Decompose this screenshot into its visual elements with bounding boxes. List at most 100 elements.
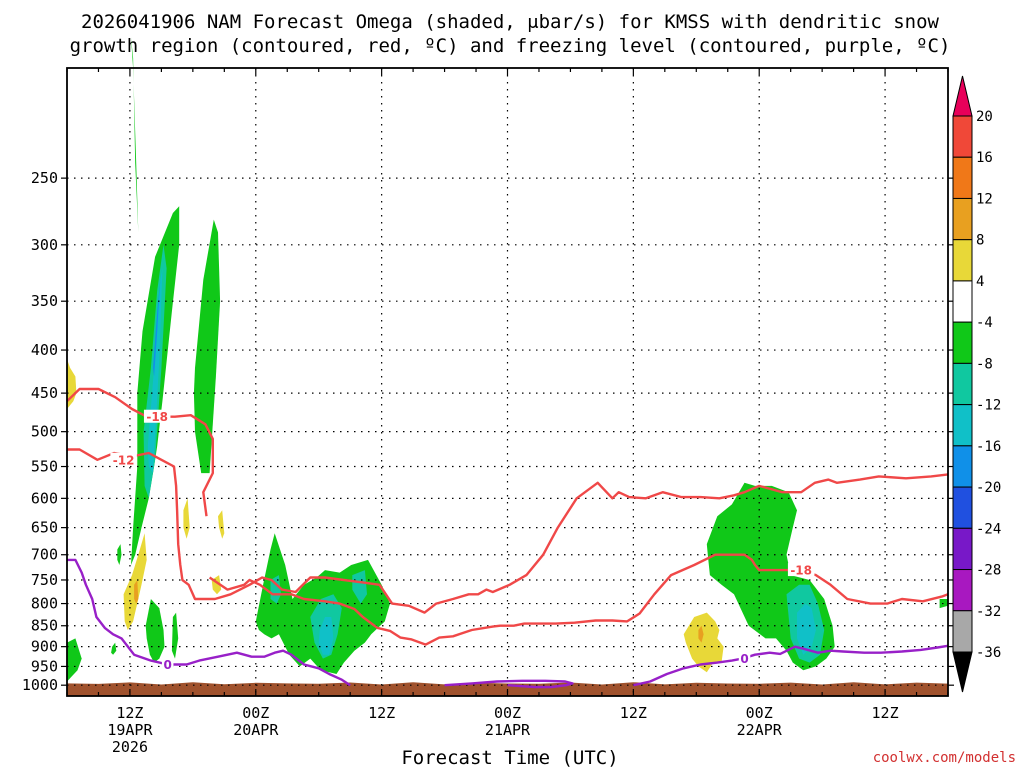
- colorbar-label-10: -24: [976, 521, 1001, 537]
- omega-region-10: [117, 544, 122, 565]
- omega-region-5: [193, 219, 221, 474]
- omega-region-20: [67, 359, 77, 409]
- colorbar-label-6: -8: [976, 356, 993, 372]
- x-tick-label-5-1: 22APR: [737, 721, 783, 739]
- omega-region-13: [318, 617, 334, 655]
- contour-label-bg-0: [143, 409, 171, 423]
- colorbar-swatch-2: [952, 197, 973, 241]
- colorbar-label-1: 16: [976, 150, 993, 166]
- omega-region-21: [123, 533, 147, 630]
- contour-label-bg-2: [787, 563, 815, 577]
- colorbar-label-12: -32: [976, 604, 1001, 620]
- contour-label-0: -18: [146, 410, 168, 424]
- x-tick-label-2-0: 12Z: [368, 704, 395, 722]
- plot-frame: [66, 67, 949, 697]
- omega-region-19: [939, 599, 948, 609]
- y-tick-label-600: 600: [31, 489, 58, 507]
- omega-region-9: [67, 638, 82, 682]
- contour-label-5: 0: [740, 652, 748, 666]
- contour-line-4: [444, 679, 574, 689]
- y-tick-label-500: 500: [31, 423, 58, 441]
- x-tick-label-3-1: 21APR: [485, 721, 531, 739]
- colorbar: 20 16 12 8 4 -4 -8 -12 -16 -20 -24 -28 -32 -36: [952, 75, 1001, 693]
- colorbar-label-2: 12: [976, 191, 993, 207]
- credit-text: coolwx.com/models: [873, 750, 1016, 766]
- contour-label-bg-1: [110, 452, 137, 466]
- x-axis-label: Forecast Time (UTC): [401, 747, 618, 768]
- x-tick-label-6-0: 12Z: [872, 704, 899, 722]
- colorbar-label-8: -16: [976, 439, 1001, 455]
- contour-line-3: [67, 558, 351, 687]
- y-tick-label-900: 900: [31, 638, 58, 656]
- omega-region-22: [134, 580, 139, 604]
- y-axis: 250 300 350 400 450 500 550 600 650 700 750 800 850 9…: [22, 169, 954, 694]
- colorbar-swatch-3: [952, 239, 973, 282]
- omega-region-23: [183, 498, 190, 539]
- title-line-1: 2026041906 NAM Forecast Omega (shaded, μ…: [81, 11, 939, 33]
- omega-region-27: [698, 625, 704, 643]
- colorbar-bottom-triangle: [952, 651, 973, 693]
- colorbar-label-13: -36: [976, 645, 1001, 661]
- chart-title: 2026041906 NAM Forecast Omega (shaded, μ…: [70, 11, 951, 57]
- title-line-2: growth region (contoured, red, ºC) and f…: [70, 35, 951, 57]
- contour-label-3: 0: [164, 658, 172, 672]
- colorbar-label-0: 20: [976, 109, 993, 125]
- contour-line-1: [67, 448, 949, 614]
- y-tick-label-250: 250: [31, 169, 58, 187]
- colorbar-swatch-7: [952, 404, 973, 447]
- y-tick-label-350: 350: [31, 292, 58, 310]
- y-tick-label-700: 700: [31, 546, 58, 564]
- omega-region-4: [153, 279, 161, 377]
- y-tick-label-850: 850: [31, 617, 58, 635]
- y-tick-label-400: 400: [31, 341, 58, 359]
- contour-line-5: [633, 644, 949, 687]
- colorbar-label-3: 8: [976, 233, 984, 249]
- x-tick-label-1-0: 00Z: [242, 704, 269, 722]
- colorbar-swatch-1: [952, 156, 973, 199]
- colorbar-label-5: -4: [976, 315, 993, 331]
- colorbar-label-11: -28: [976, 563, 1001, 579]
- y-tick-label-550: 550: [31, 458, 58, 476]
- omega-region-6: [145, 599, 165, 663]
- y-tick-label-1000: 1000: [22, 676, 58, 694]
- x-tick-label-5-0: 00Z: [746, 704, 773, 722]
- colorbar-top-triangle: [952, 75, 973, 117]
- colorbar-swatch-0: [952, 115, 973, 158]
- colorbar-swatch-10: [952, 527, 973, 571]
- y-tick-label-800: 800: [31, 595, 58, 613]
- omega-region-24: [218, 510, 225, 539]
- colorbar-label-4: 4: [976, 274, 984, 290]
- x-tick-label-0-1: 19APR: [107, 721, 153, 739]
- contour-label-bg-3: [161, 657, 174, 671]
- y-tick-label-450: 450: [31, 384, 58, 402]
- colorbar-swatch-12: [952, 610, 973, 653]
- x-tick-label-0-0: 12Z: [116, 704, 143, 722]
- colorbar-swatch-6: [952, 362, 973, 406]
- colorbar-label-7: -12: [976, 398, 1001, 414]
- omega-region-0: [131, 37, 139, 233]
- omega-region-18: [797, 603, 816, 655]
- x-tick-label-0-2: 2026: [112, 738, 148, 756]
- contour-layer: -18 -12 -18 0 0: [66, 387, 949, 689]
- colorbar-swatch-9: [952, 486, 973, 529]
- omega-region-8: [111, 642, 117, 655]
- shaded-omega-layer: [67, 37, 948, 682]
- x-tick-label-1-1: 20APR: [233, 721, 279, 739]
- x-tick-label-4-0: 12Z: [620, 704, 647, 722]
- colorbar-swatch-4: [952, 280, 973, 323]
- omega-region-14: [352, 570, 367, 604]
- colorbar-swatch-11: [952, 569, 973, 612]
- y-tick-label-650: 650: [31, 519, 58, 537]
- colorbar-swatch-8: [952, 445, 973, 488]
- omega-region-7: [171, 612, 179, 659]
- omega-region-26: [683, 612, 724, 673]
- x-tick-label-3-0: 00Z: [494, 704, 521, 722]
- contour-label-1: -12: [113, 453, 135, 467]
- contour-label-2: -18: [790, 564, 812, 578]
- contour-label-bg-5: [738, 651, 751, 665]
- colorbar-label-9: -20: [976, 480, 1001, 496]
- colorbar-swatch-5: [952, 321, 973, 364]
- y-tick-label-300: 300: [31, 236, 58, 254]
- y-tick-label-750: 750: [31, 571, 58, 589]
